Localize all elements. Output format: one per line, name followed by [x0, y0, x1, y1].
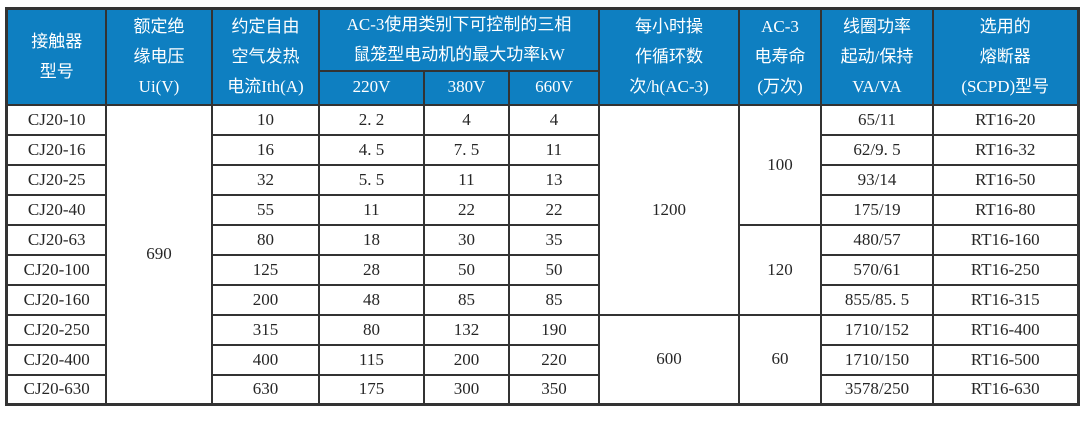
cell-p660: 22 [507, 193, 601, 226]
cell-p220: 175 [317, 373, 425, 406]
cell-coil: 65/11 [820, 103, 934, 136]
cell-cycles-merged: 600 [598, 313, 740, 406]
header-thermal-current: 约定自由 空气发热 电流Ith(A) [210, 7, 320, 106]
cell-model: CJ20-160 [5, 283, 107, 316]
cell-model: CJ20-250 [5, 313, 107, 346]
cell-p220: 11 [317, 193, 425, 226]
cell-p220: 18 [317, 223, 425, 256]
cell-p380: 85 [422, 283, 510, 316]
cell-p660: 190 [507, 313, 601, 346]
cell-p660: 13 [507, 163, 601, 196]
cell-ith: 80 [210, 223, 320, 256]
cell-coil: 480/57 [820, 223, 934, 256]
header-660v: 660V [507, 69, 601, 106]
cell-fuse: RT16-400 [932, 313, 1079, 346]
table-row: CJ20-40 55 11 22 22 175/19 RT16-80 [5, 193, 1079, 226]
cell-p660: 11 [507, 133, 601, 166]
cell-life-merged: 100 [738, 103, 822, 226]
header-380v: 380V [422, 69, 510, 106]
table-row: CJ20-10 690 10 2. 2 4 4 1200 100 65/11 R… [5, 103, 1079, 406]
cell-model: CJ20-630 [5, 373, 107, 406]
cell-model: CJ20-63 [5, 223, 107, 256]
table-row: CJ20-400 400 115 200 220 1710/150 RT16-5… [5, 343, 1079, 376]
cell-p220: 48 [317, 283, 425, 316]
cell-model: CJ20-25 [5, 163, 107, 196]
cell-fuse: RT16-20 [932, 103, 1079, 136]
cell-p380: 200 [422, 343, 510, 376]
cell-p380: 7. 5 [422, 133, 510, 166]
cell-fuse: RT16-50 [932, 163, 1079, 196]
cell-cycles-merged: 1200 [598, 103, 740, 316]
cell-p660: 50 [507, 253, 601, 286]
cell-p220: 115 [317, 343, 425, 376]
header-220v: 220V [317, 69, 425, 106]
cell-life-merged: 120 [738, 223, 822, 316]
cell-model: CJ20-100 [5, 253, 107, 286]
cell-model: CJ20-16 [5, 133, 107, 166]
cell-p380: 11 [422, 163, 510, 196]
contactor-spec-table: 接触器 型号 额定绝 缘电压 Ui(V) 约定自由 空气发热 电流Ith(A) … [5, 7, 1080, 406]
table-row: CJ20-630 630 175 300 350 3578/250 RT16-6… [5, 373, 1079, 406]
cell-fuse: RT16-250 [932, 253, 1079, 286]
cell-p660: 4 [507, 103, 601, 136]
cell-fuse: RT16-32 [932, 133, 1079, 166]
cell-coil: 62/9. 5 [820, 133, 934, 166]
cell-ith: 32 [210, 163, 320, 196]
cell-ith: 125 [210, 253, 320, 286]
cell-fuse: RT16-80 [932, 193, 1079, 226]
cell-ith: 315 [210, 313, 320, 346]
header-rated-insulation-voltage: 额定绝 缘电压 Ui(V) [104, 7, 213, 106]
cell-fuse: RT16-500 [932, 343, 1079, 376]
cell-life-merged: 60 [738, 313, 822, 406]
cell-p380: 22 [422, 193, 510, 226]
cell-p220: 5. 5 [317, 163, 425, 196]
header-coil-power: 线圈功率 起动/保持 VA/VA [820, 7, 934, 106]
cell-coil: 175/19 [820, 193, 934, 226]
header-contactor-model: 接触器 型号 [5, 7, 107, 106]
header-electrical-life: AC-3 电寿命 (万次) [738, 7, 822, 106]
cell-p220: 28 [317, 253, 425, 286]
cell-coil: 1710/150 [820, 343, 934, 376]
table-row: CJ20-250 315 80 132 190 600 60 1710/152 … [5, 313, 1079, 406]
cell-fuse: RT16-630 [932, 373, 1079, 406]
cell-coil: 93/14 [820, 163, 934, 196]
cell-p380: 300 [422, 373, 510, 406]
table-row: CJ20-25 32 5. 5 11 13 93/14 RT16-50 [5, 163, 1079, 196]
cell-model: CJ20-10 [5, 103, 107, 136]
cell-fuse: RT16-160 [932, 223, 1079, 256]
cell-ith: 16 [210, 133, 320, 166]
table-row: CJ20-100 125 28 50 50 570/61 RT16-250 [5, 253, 1079, 286]
cell-model: CJ20-40 [5, 193, 107, 226]
cell-coil: 570/61 [820, 253, 934, 286]
cell-p660: 350 [507, 373, 601, 406]
cell-p660: 220 [507, 343, 601, 376]
cell-ith: 55 [210, 193, 320, 226]
cell-coil: 855/85. 5 [820, 283, 934, 316]
cell-ui-merged: 690 [104, 103, 213, 406]
table-row: CJ20-160 200 48 85 85 855/85. 5 RT16-315 [5, 283, 1079, 316]
cell-coil: 1710/152 [820, 313, 934, 346]
cell-p380: 30 [422, 223, 510, 256]
cell-ith: 10 [210, 103, 320, 136]
cell-ith: 200 [210, 283, 320, 316]
header-fuse-type: 选用的 熔断器 (SCPD)型号 [932, 7, 1079, 106]
cell-ith: 630 [210, 373, 320, 406]
table-row: CJ20-63 80 18 30 35 120 480/57 RT16-160 [5, 223, 1079, 316]
cell-p220: 2. 2 [317, 103, 425, 136]
cell-coil: 3578/250 [820, 373, 934, 406]
cell-p660: 85 [507, 283, 601, 316]
header-operating-cycles: 每小时操 作循环数 次/h(AC-3) [598, 7, 740, 106]
cell-p380: 132 [422, 313, 510, 346]
cell-fuse: RT16-315 [932, 283, 1079, 316]
table-row: CJ20-16 16 4. 5 7. 5 11 62/9. 5 RT16-32 [5, 133, 1079, 166]
cell-ith: 400 [210, 343, 320, 376]
cell-p220: 4. 5 [317, 133, 425, 166]
header-ac3-max-power-group: AC-3使用类别下可控制的三相 鼠笼型电动机的最大功率kW [317, 7, 601, 72]
cell-p380: 50 [422, 253, 510, 286]
cell-p660: 35 [507, 223, 601, 256]
cell-model: CJ20-400 [5, 343, 107, 376]
cell-p220: 80 [317, 313, 425, 346]
cell-p380: 4 [422, 103, 510, 136]
